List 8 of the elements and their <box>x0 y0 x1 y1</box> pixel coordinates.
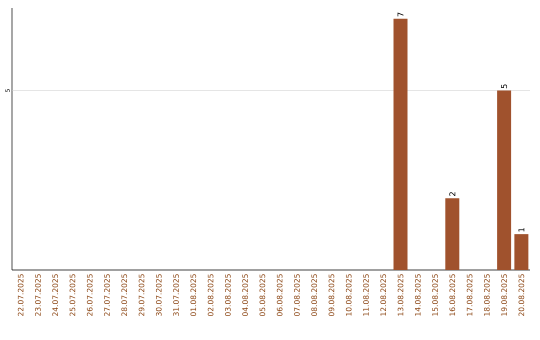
bar <box>497 90 512 270</box>
bar <box>394 18 408 270</box>
bar <box>445 198 460 270</box>
bar <box>514 234 528 270</box>
data-label: 5 <box>501 84 508 88</box>
data-label: 7 <box>398 12 404 16</box>
data-label: 1 <box>518 228 524 232</box>
data-label: 2 <box>449 192 456 196</box>
